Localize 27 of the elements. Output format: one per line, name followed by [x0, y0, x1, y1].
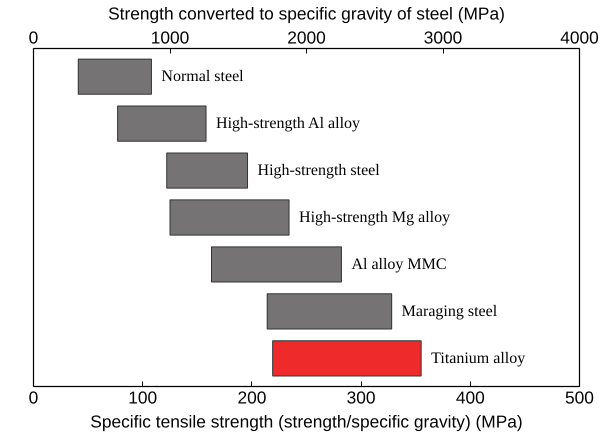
bar	[266, 293, 392, 330]
bar	[117, 106, 207, 142]
x-tick-label: 100	[128, 388, 158, 408]
y-tick-label: High-strength Mg alloy	[299, 209, 450, 226]
bar	[170, 199, 290, 236]
bar	[78, 58, 152, 95]
x2-tick-label: 3000	[424, 28, 462, 48]
y-tick-label: Titanium alloy	[431, 350, 526, 367]
y-tick-label: Maraging steel	[402, 302, 498, 320]
x-tick-label: 0	[28, 388, 38, 408]
y-tick-label: Al alloy MMC	[351, 256, 447, 273]
x-tick-label: 500	[565, 388, 594, 408]
x-tick-label: 200	[237, 388, 266, 408]
x2-tick-label: 4000	[560, 28, 599, 48]
x2-tick-label: 1000	[150, 28, 190, 48]
bar	[166, 152, 248, 189]
x2-tick-label: 2000	[287, 28, 326, 48]
bar	[272, 340, 422, 376]
y-tick-label: High-strength Al alloy	[216, 115, 360, 132]
x2-axis-title: Strength converted to specific gravity of steel (MPa)	[108, 4, 505, 24]
y-tick-label: High-strength steel	[258, 162, 380, 180]
y-tick-label: Normal steel	[161, 68, 244, 86]
x2-tick-label: 0	[28, 28, 38, 48]
bar	[210, 246, 342, 283]
x-tick-label: 300	[346, 388, 376, 408]
x-axis-title: Specific tensile strength (strength/specific gravity) (MPa)	[90, 412, 523, 432]
x-tick-label: 400	[456, 388, 485, 408]
